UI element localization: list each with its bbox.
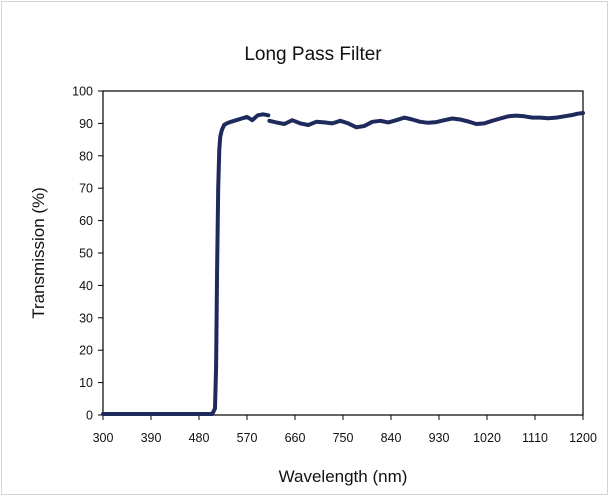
y-tick-label: 10 xyxy=(79,376,93,390)
chart-title: Long Pass Filter xyxy=(244,44,382,65)
x-tick-label: 660 xyxy=(285,431,306,445)
x-tick-label: 750 xyxy=(333,431,354,445)
y-tick-label: 60 xyxy=(79,214,93,228)
x-tick-label: 1020 xyxy=(473,431,501,445)
y-tick-label: 90 xyxy=(79,117,93,131)
y-tick-label: 50 xyxy=(79,247,93,261)
x-tick-label: 930 xyxy=(429,431,450,445)
x-tick-label: 840 xyxy=(381,431,402,445)
y-tick-label: 70 xyxy=(79,182,93,196)
x-tick-label: 300 xyxy=(93,431,114,445)
y-tick-label: 100 xyxy=(72,85,93,99)
y-tick-label: 30 xyxy=(79,311,93,325)
x-tick-label: 570 xyxy=(237,431,258,445)
y-tick-label: 0 xyxy=(86,409,93,423)
transmission-line-segment-1 xyxy=(101,112,271,416)
y-tick-label: 20 xyxy=(79,344,93,358)
transmission-line-segment-2 xyxy=(267,111,585,130)
x-tick-label: 480 xyxy=(189,431,210,445)
x-tick-label: 1200 xyxy=(569,431,597,445)
x-tick-label: 390 xyxy=(141,431,162,445)
y-tick-label: 40 xyxy=(79,279,93,293)
y-axis-label: Transmission (%) xyxy=(29,187,48,319)
x-tick-label: 1110 xyxy=(522,431,548,445)
x-axis-label: Wavelength (nm) xyxy=(279,467,408,486)
plot-area xyxy=(102,90,584,416)
y-tick-label: 80 xyxy=(79,149,93,163)
